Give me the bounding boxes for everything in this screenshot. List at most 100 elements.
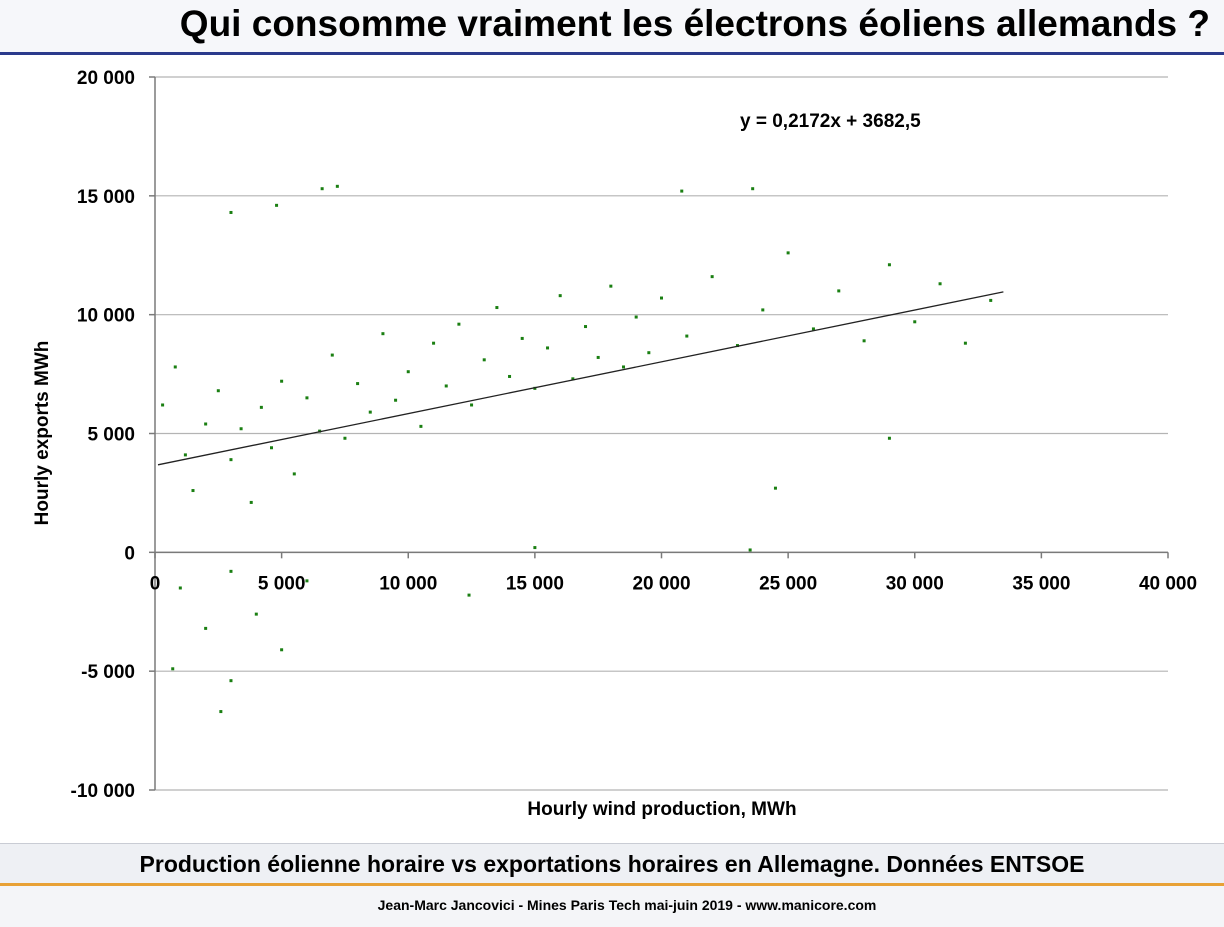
data-point	[748, 548, 752, 552]
data-point	[482, 358, 486, 362]
data-point	[305, 579, 309, 583]
data-point	[913, 320, 917, 324]
data-point	[280, 379, 284, 383]
data-point	[622, 365, 626, 369]
data-point	[320, 187, 324, 191]
data-point	[275, 203, 279, 207]
caption-band: Production éolienne horaire vs exportati…	[0, 843, 1224, 884]
data-point	[680, 189, 684, 193]
y-tick-label: 15 000	[77, 187, 135, 208]
data-point	[609, 284, 613, 288]
data-point	[735, 344, 739, 348]
title-divider	[0, 52, 1224, 55]
x-tick-label: 35 000	[1012, 573, 1070, 594]
data-point	[432, 341, 436, 345]
data-point	[229, 458, 233, 462]
data-point	[394, 398, 398, 402]
data-point	[280, 648, 284, 652]
data-point	[204, 626, 208, 630]
data-point	[368, 410, 372, 414]
data-point	[596, 355, 600, 359]
y-tick-label: -10 000	[71, 781, 135, 802]
data-point	[963, 341, 967, 345]
data-point	[710, 275, 714, 279]
data-point	[330, 353, 334, 357]
data-point	[216, 389, 220, 393]
data-point	[470, 403, 474, 407]
caption-text: Production éolienne horaire vs exportati…	[139, 851, 1085, 877]
data-point	[419, 424, 423, 428]
data-point	[837, 289, 841, 293]
x-tick-label: 40 000	[1139, 573, 1197, 594]
y-tick-label: 5 000	[87, 425, 135, 446]
data-point	[191, 489, 195, 493]
data-points	[161, 184, 993, 714]
data-point	[259, 405, 263, 409]
data-point	[558, 294, 562, 298]
axes	[149, 76, 1169, 791]
data-point	[887, 436, 891, 440]
data-point	[356, 382, 360, 386]
data-point	[508, 374, 512, 378]
data-point	[989, 298, 993, 302]
data-point	[381, 332, 385, 336]
y-tick-label: 10 000	[77, 306, 135, 327]
data-point	[811, 327, 815, 331]
data-point	[495, 306, 499, 310]
data-point	[467, 593, 471, 597]
data-point	[660, 296, 663, 300]
data-point	[178, 586, 182, 590]
trendline-equation: y = 0,2172x + 3682,5	[740, 111, 921, 132]
data-point	[204, 422, 208, 426]
data-point	[269, 446, 273, 450]
data-point	[444, 384, 448, 388]
data-point	[887, 263, 891, 267]
x-tick-label: 20 000	[632, 573, 690, 594]
data-point	[239, 427, 243, 431]
data-point	[292, 472, 296, 476]
data-point	[457, 322, 461, 326]
x-axis-label: Hourly wind production, MWh	[527, 799, 796, 820]
data-point	[786, 251, 790, 255]
data-point	[254, 612, 258, 616]
data-point	[862, 339, 866, 343]
y-tick-label: -5 000	[81, 662, 135, 683]
data-point	[520, 336, 524, 340]
x-tick-label: 15 000	[506, 573, 564, 594]
grid-lines	[155, 76, 1168, 791]
trendline	[157, 291, 1004, 466]
footer-band: Jean-Marc Jancovici - Mines Paris Tech m…	[0, 886, 1224, 927]
trendline-group	[157, 291, 1004, 466]
data-point	[219, 710, 223, 714]
data-point	[685, 334, 689, 338]
y-tick-label: 20 000	[77, 68, 135, 89]
data-point	[938, 282, 942, 286]
data-point	[406, 370, 410, 374]
y-tick-labels: -10 000 -5 000 0 5 000 10 000 15 000 20 000	[71, 68, 135, 802]
data-point	[183, 453, 187, 457]
scatter-chart: 0 5 000 10 000 15 000 20 000 25 000 30 000 35 0…	[32, 68, 1197, 820]
data-point	[773, 486, 777, 490]
slide-title: Qui consomme vraiment les électrons éoli…	[179, 3, 1210, 44]
data-point	[647, 351, 651, 355]
footer-text: Jean-Marc Jancovici - Mines Paris Tech m…	[377, 897, 877, 913]
data-point	[161, 403, 165, 407]
data-point	[249, 500, 253, 504]
y-axis-label: Hourly exports MWh	[32, 341, 53, 526]
data-point	[751, 187, 755, 191]
data-point	[305, 396, 309, 400]
data-point	[229, 679, 233, 683]
x-tick-label: 10 000	[379, 573, 437, 594]
y-tick-label: 0	[124, 543, 135, 564]
data-point	[571, 377, 575, 381]
data-point	[584, 325, 588, 329]
data-point	[229, 569, 233, 573]
data-point	[173, 365, 177, 369]
x-tick-label: 25 000	[759, 573, 817, 594]
data-point	[343, 436, 347, 440]
data-point	[533, 546, 537, 550]
data-point	[761, 308, 765, 312]
x-tick-label: 5 000	[258, 573, 306, 594]
slide-title-bar: Qui consomme vraiment les électrons éoli…	[0, 0, 1224, 52]
x-tick-label: 0	[150, 573, 161, 594]
